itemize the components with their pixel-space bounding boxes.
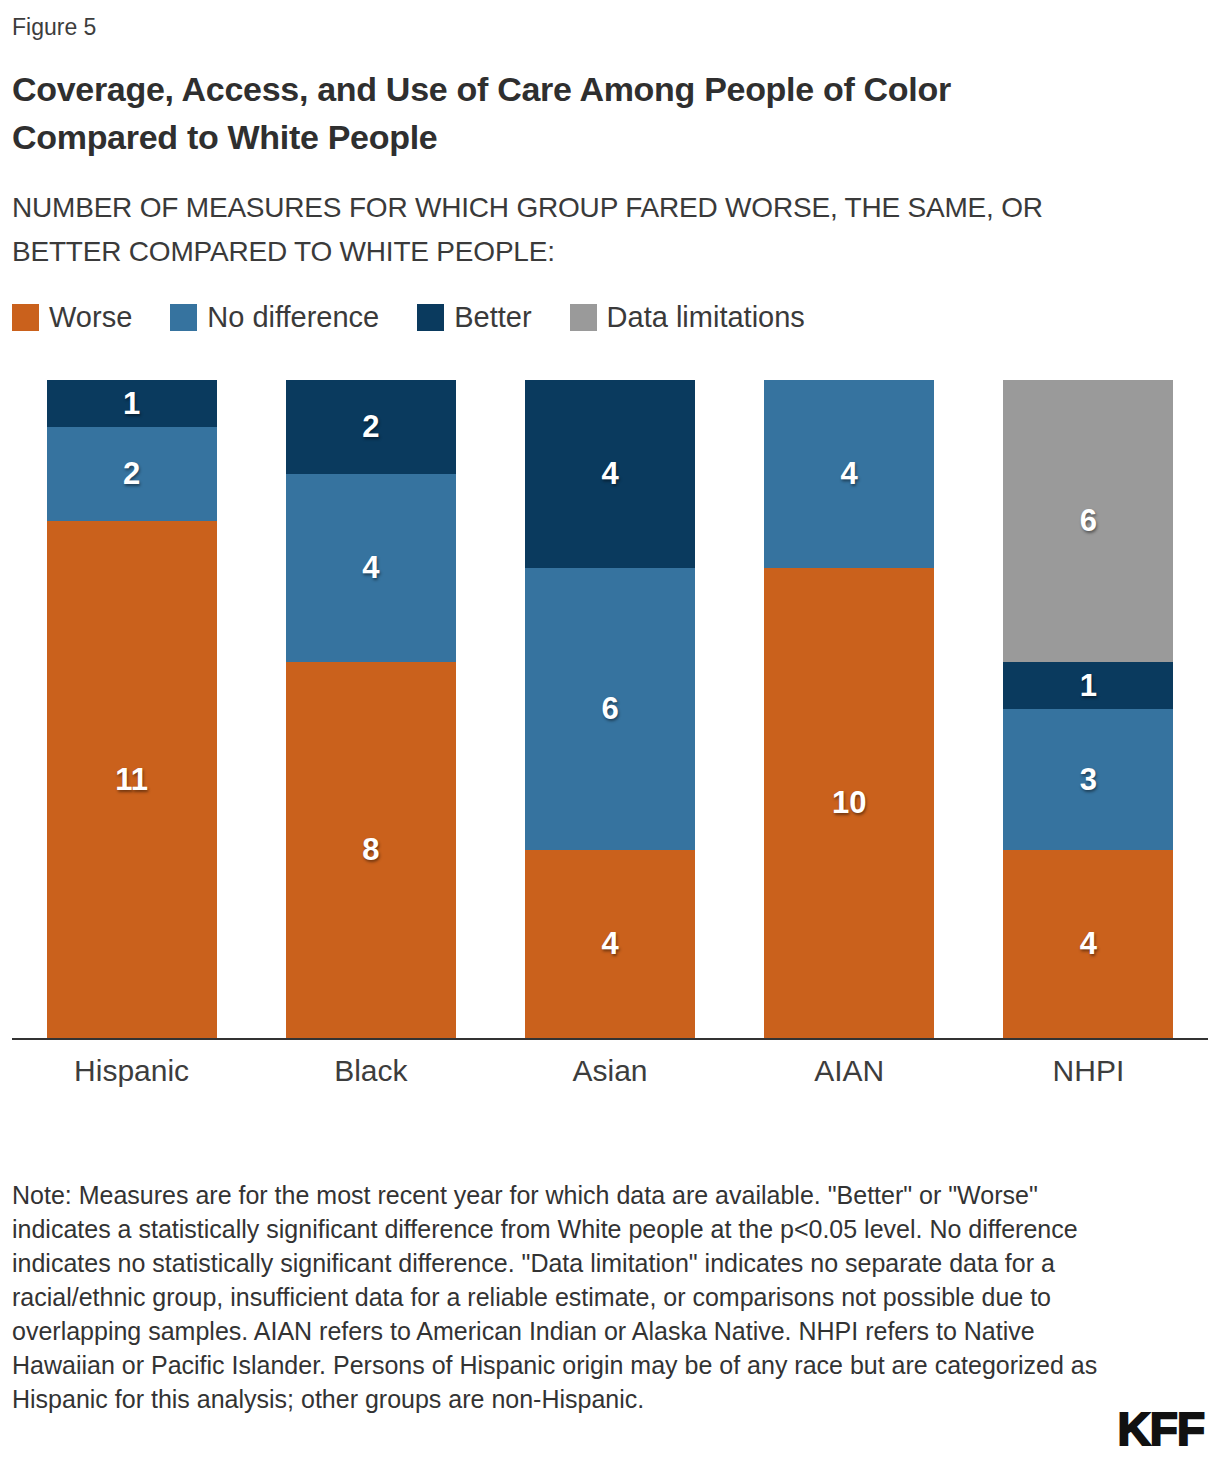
figure-page: Figure 5 Coverage, Access, and Use of Ca… bbox=[0, 0, 1220, 1462]
bar-segment-asian-worse: 4 bbox=[525, 850, 695, 1038]
legend-swatch-better bbox=[417, 304, 444, 331]
bar-segment-hispanic-worse: 11 bbox=[47, 521, 217, 1038]
legend-label: Data limitations bbox=[607, 301, 805, 334]
kff-logo: KFF bbox=[1118, 1402, 1204, 1456]
segment-value-label: 6 bbox=[1080, 503, 1097, 539]
legend-swatch-worse bbox=[12, 304, 39, 331]
bar-column-asian: 4 6 4 bbox=[490, 380, 729, 1038]
bar-segment-asian-no-difference: 6 bbox=[525, 568, 695, 850]
legend-swatch-data-limitations bbox=[570, 304, 597, 331]
segment-value-label: 6 bbox=[601, 691, 618, 727]
legend-label: Better bbox=[454, 301, 531, 334]
segment-value-label: 4 bbox=[1080, 926, 1097, 962]
stacked-bar-aian: 4 10 bbox=[764, 380, 934, 1038]
bar-column-nhpi: 6 1 3 4 bbox=[969, 380, 1208, 1038]
bar-segment-black-better: 2 bbox=[286, 380, 456, 474]
segment-value-label: 11 bbox=[115, 762, 148, 798]
bar-segment-black-no-difference: 4 bbox=[286, 474, 456, 662]
bar-segment-hispanic-no-difference: 2 bbox=[47, 427, 217, 521]
segment-value-label: 4 bbox=[601, 926, 618, 962]
stacked-bar-chart: 1 2 11 2 4 8 4 6 4 4 10 6 1 3 4 bbox=[12, 380, 1208, 1038]
bar-segment-asian-better: 4 bbox=[525, 380, 695, 568]
chart-subtitle-line1: NUMBER OF MEASURES FOR WHICH GROUP FARED… bbox=[12, 186, 1208, 231]
x-axis-label-black: Black bbox=[251, 1054, 490, 1088]
legend-item-data-limitations: Data limitations bbox=[570, 301, 805, 334]
segment-value-label: 4 bbox=[601, 456, 618, 492]
bar-column-black: 2 4 8 bbox=[251, 380, 490, 1038]
segment-value-label: 1 bbox=[1080, 668, 1097, 704]
segment-value-label: 4 bbox=[362, 550, 379, 586]
x-axis-labels: HispanicBlackAsianAIANNHPI bbox=[12, 1054, 1208, 1088]
footnote: Note: Measures are for the most recent y… bbox=[12, 1178, 1100, 1416]
legend-item-no-difference: No difference bbox=[170, 301, 379, 334]
bar-segment-black-worse: 8 bbox=[286, 662, 456, 1038]
chart-title-line1: Coverage, Access, and Use of Care Among … bbox=[12, 65, 1152, 113]
segment-value-label: 8 bbox=[362, 832, 379, 868]
bar-segment-aian-worse: 10 bbox=[764, 568, 934, 1038]
bar-segment-nhpi-worse: 4 bbox=[1003, 850, 1173, 1038]
bar-column-hispanic: 1 2 11 bbox=[12, 380, 251, 1038]
bar-segment-nhpi-data-limitations: 6 bbox=[1003, 380, 1173, 662]
bar-segment-nhpi-better: 1 bbox=[1003, 662, 1173, 709]
segment-value-label: 1 bbox=[123, 386, 140, 422]
stacked-bar-hispanic: 1 2 11 bbox=[47, 380, 217, 1038]
bar-column-aian: 4 10 bbox=[730, 380, 969, 1038]
x-axis-label-nhpi: NHPI bbox=[969, 1054, 1208, 1088]
segment-value-label: 4 bbox=[841, 456, 858, 492]
legend-label: Worse bbox=[49, 301, 132, 334]
x-axis-label-hispanic: Hispanic bbox=[12, 1054, 251, 1088]
segment-value-label: 10 bbox=[832, 785, 866, 821]
legend-swatch-no-difference bbox=[170, 304, 197, 331]
bar-segment-hispanic-better: 1 bbox=[47, 380, 217, 427]
segment-value-label: 2 bbox=[362, 409, 379, 445]
legend-item-better: Better bbox=[417, 301, 531, 334]
chart-title-line2: Compared to White People bbox=[12, 113, 1152, 161]
legend-label: No difference bbox=[207, 301, 379, 334]
legend: Worse No difference Better Data limitations bbox=[12, 301, 1208, 334]
legend-item-worse: Worse bbox=[12, 301, 132, 334]
stacked-bar-asian: 4 6 4 bbox=[525, 380, 695, 1038]
x-axis-label-asian: Asian bbox=[490, 1054, 729, 1088]
figure-label: Figure 5 bbox=[12, 14, 1208, 41]
chart-subtitle: NUMBER OF MEASURES FOR WHICH GROUP FARED… bbox=[12, 186, 1208, 276]
chart-subtitle-line2: BETTER COMPARED TO WHITE PEOPLE: bbox=[12, 230, 1208, 275]
stacked-bar-nhpi: 6 1 3 4 bbox=[1003, 380, 1173, 1038]
stacked-bar-black: 2 4 8 bbox=[286, 380, 456, 1038]
bar-segment-aian-no-difference: 4 bbox=[764, 380, 934, 568]
x-axis-label-aian: AIAN bbox=[730, 1054, 969, 1088]
chart-title: Coverage, Access, and Use of Care Among … bbox=[12, 65, 1152, 162]
bar-segment-nhpi-no-difference: 3 bbox=[1003, 709, 1173, 850]
segment-value-label: 3 bbox=[1080, 762, 1097, 798]
segment-value-label: 2 bbox=[123, 456, 140, 492]
x-axis-line bbox=[12, 1038, 1208, 1040]
